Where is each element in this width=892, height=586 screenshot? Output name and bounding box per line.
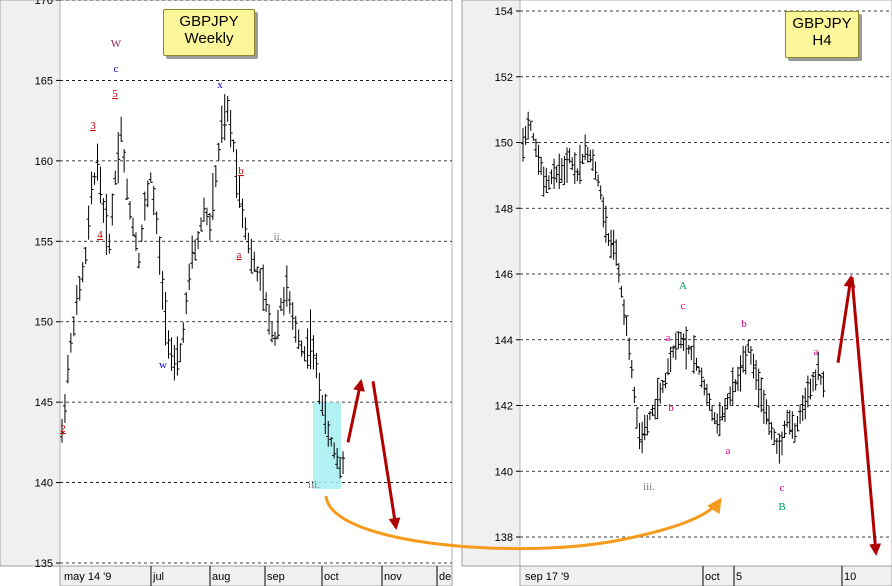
h4-y-tick-label: 152	[495, 72, 513, 84]
h4-y-tick-label: 150	[495, 138, 513, 150]
h4-y-tick-label: 144	[495, 335, 513, 347]
h4-wave-label: A	[679, 280, 687, 292]
weekly-y-tick-label: 145	[35, 397, 53, 409]
weekly-wave-label: i.	[267, 320, 273, 332]
h4-title-line-2: H4	[786, 32, 858, 49]
weekly-y-tick-label: 165	[35, 75, 53, 87]
weekly-x-tick-label: sep	[267, 571, 285, 583]
h4-wave-label: b	[668, 402, 674, 414]
weekly-title-line-1: GBPJPY	[164, 13, 254, 30]
weekly-y-tick-label: 135	[35, 558, 53, 570]
weekly-wave-label: W	[111, 38, 122, 50]
h4-x-tick-label: 5	[736, 571, 742, 583]
h4-x-tick-label: oct	[705, 571, 720, 583]
h4-wave-label: c	[780, 482, 785, 494]
weekly-chart-title: GBPJPY Weekly	[163, 9, 255, 56]
weekly-wave-label: c	[114, 63, 119, 75]
weekly-wave-label: ii.	[274, 231, 283, 243]
h4-y-axis-panel	[462, 0, 520, 566]
h4-wave-label: a	[726, 445, 731, 457]
weekly-wave-label: x	[217, 79, 223, 91]
h4-x-tick-label: 10	[844, 571, 856, 583]
h4-y-tick-label: 148	[495, 203, 513, 215]
h4-wave-label: b	[741, 318, 747, 330]
h4-x-tick-label: sep 17 '9	[525, 571, 569, 583]
weekly-y-tick-label: 155	[35, 236, 53, 248]
weekly-y-tick-label: 160	[35, 156, 53, 168]
h4-y-tick-label: 154	[495, 6, 513, 18]
h4-wave-label: B	[778, 501, 785, 513]
weekly-x-tick-label: oct	[324, 571, 339, 583]
h4-title-line-1: GBPJPY	[786, 15, 858, 32]
weekly-wave-label: 5	[112, 88, 118, 100]
weekly-wave-label: w	[159, 359, 167, 371]
weekly-y-tick-label: 150	[35, 317, 53, 329]
weekly-x-tick-label: aug	[212, 571, 230, 583]
h4-wave-label: c	[681, 300, 686, 312]
weekly-x-tick-label: may 14 '9	[64, 571, 111, 583]
h4-y-tick-label: 146	[495, 269, 513, 281]
weekly-wave-label: a	[237, 249, 242, 261]
weekly-x-tick-label: nov	[384, 571, 402, 583]
h4-y-tick-label: 140	[495, 466, 513, 478]
weekly-wave-label: 4	[97, 229, 103, 241]
weekly-title-line-2: Weekly	[164, 30, 254, 47]
weekly-y-tick-label: 140	[35, 478, 53, 490]
h4-plot-area	[520, 0, 892, 566]
h4-wave-label: iii.	[643, 481, 655, 493]
weekly-y-tick-label: 170	[35, 0, 53, 7]
weekly-highlight-box	[313, 402, 341, 489]
weekly-x-tick-label: de	[439, 571, 451, 583]
weekly-wave-label: iii.	[308, 479, 320, 491]
h4-wave-label: a	[814, 346, 819, 358]
h4-chart-title: GBPJPY H4	[785, 11, 859, 58]
weekly-wave-label: 3	[90, 120, 96, 132]
h4-y-tick-label: 142	[495, 401, 513, 413]
weekly-wave-label: b	[238, 165, 244, 177]
h4-y-tick-label: 138	[495, 532, 513, 544]
h4-wave-label: a	[666, 332, 671, 344]
weekly-plot-area	[60, 0, 452, 566]
weekly-x-tick-label: jul	[152, 571, 164, 583]
weekly-wave-label: 2	[60, 423, 66, 435]
